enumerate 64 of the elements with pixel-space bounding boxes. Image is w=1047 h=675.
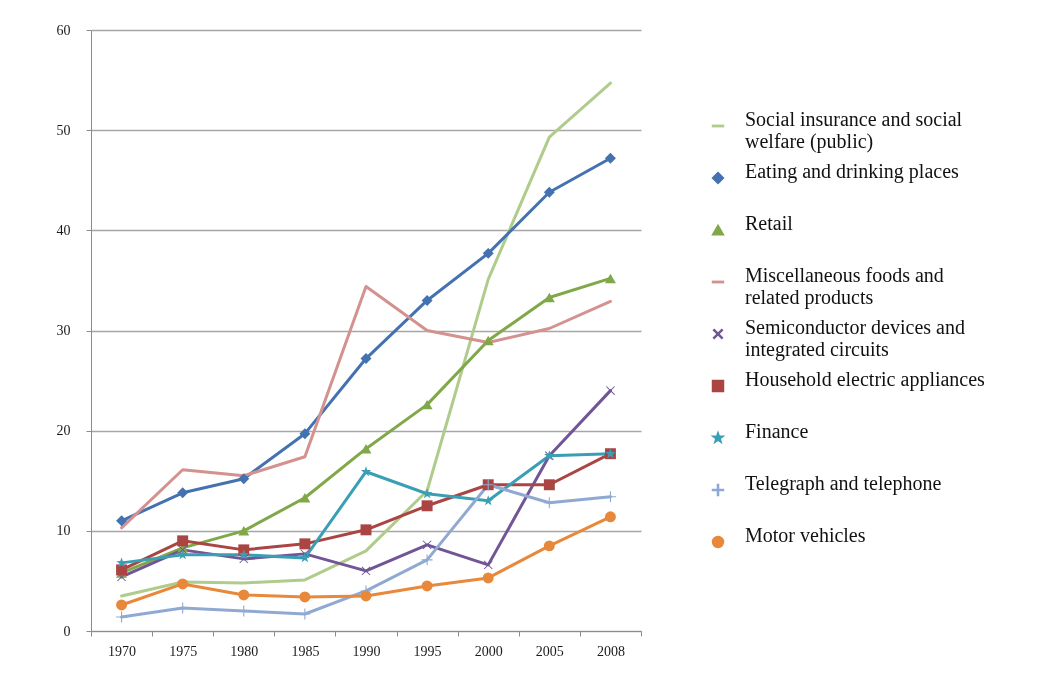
- y-tick-label: 60: [56, 22, 71, 38]
- point: [604, 511, 616, 523]
- point: [116, 564, 128, 576]
- point: [482, 335, 494, 346]
- x-tick-label: 1995: [413, 643, 442, 659]
- point: [543, 540, 555, 552]
- legend-label: Motor vehicles: [745, 524, 866, 546]
- point: [483, 560, 493, 570]
- point: [360, 524, 372, 536]
- point: [299, 552, 311, 563]
- y-tick-label: 50: [56, 122, 71, 138]
- legend-label: Household electric appliances: [745, 368, 986, 391]
- point: [543, 186, 555, 198]
- point: [421, 399, 433, 410]
- point: [238, 526, 250, 536]
- point: [177, 535, 189, 547]
- y-tick-label: 40: [56, 222, 71, 238]
- point: [238, 473, 250, 485]
- x-tick-label: 1970: [108, 643, 137, 659]
- point: [299, 428, 311, 440]
- point: [238, 589, 250, 601]
- legend-label: Eating and drinking places: [745, 160, 960, 183]
- legend-label: Telegraph and telephone: [745, 472, 942, 495]
- y-tick-label: 30: [56, 323, 71, 338]
- point: [421, 500, 433, 512]
- x-tick-label: 1985: [291, 643, 320, 659]
- legend-label: Finance: [745, 420, 809, 442]
- point: [421, 294, 433, 306]
- y-tick-label: 10: [56, 523, 71, 539]
- point: [421, 580, 433, 592]
- point: [543, 497, 555, 509]
- point: [116, 611, 128, 623]
- point: [177, 487, 189, 499]
- point: [116, 515, 128, 527]
- point: [604, 152, 616, 164]
- point: [238, 549, 249, 560]
- legend-label: Retail: [745, 212, 794, 234]
- point: [421, 554, 433, 566]
- point: [360, 466, 372, 477]
- point: [360, 353, 372, 365]
- legend-label: Miscellaneous foods and related products: [745, 264, 944, 309]
- point: [604, 273, 616, 284]
- point: [543, 292, 555, 303]
- point: [299, 591, 311, 603]
- x-tick-label: 1975: [169, 643, 198, 659]
- y-tick-label: 20: [56, 423, 71, 439]
- x-tick-label: 2000: [474, 643, 503, 659]
- point: [360, 590, 372, 602]
- point: [482, 572, 494, 584]
- line-series: [120, 81, 612, 598]
- point: [299, 493, 311, 503]
- y-tick-label: 0: [63, 623, 71, 639]
- point: [299, 538, 311, 550]
- x-tick-label: 1990: [352, 643, 381, 659]
- x-tick-label: 2005: [535, 643, 564, 659]
- legend-label: Semiconductor devices and integrated circuits: [745, 316, 965, 361]
- point: [177, 549, 188, 560]
- point: [482, 247, 494, 259]
- x-tick-label: 2008: [596, 643, 625, 659]
- legend-label: Social insurance and social welfare (public): [745, 108, 963, 153]
- point: [543, 479, 555, 491]
- x-tick-label: 1980: [230, 643, 259, 659]
- point: [177, 578, 189, 590]
- point: [116, 599, 128, 611]
